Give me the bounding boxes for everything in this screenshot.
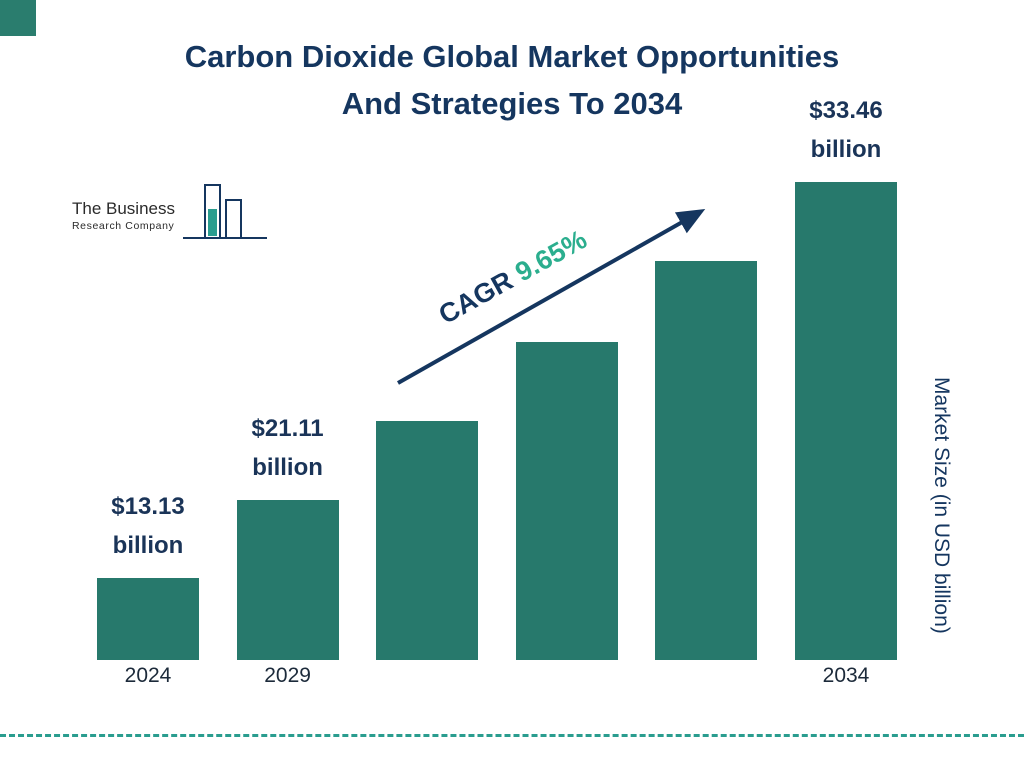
chart-title-line2: And Strategies To 2034 bbox=[341, 85, 683, 121]
bar-2029 bbox=[236, 500, 339, 660]
cagr-trend-arrow bbox=[397, 209, 706, 385]
corner-decoration bbox=[0, 0, 36, 36]
bar-interim-4 bbox=[655, 261, 758, 660]
y-axis-title: Market Size (in USD billion) bbox=[930, 376, 953, 634]
logo-name: The Business bbox=[72, 199, 175, 218]
value-label-2029: $21.11 billion bbox=[251, 415, 324, 482]
logo-bar-chart-icon bbox=[183, 184, 267, 239]
x-tick-2034: 2034 bbox=[822, 664, 870, 687]
x-tick-2024: 2024 bbox=[124, 664, 172, 687]
logo-text: The Business Research Company bbox=[72, 199, 175, 232]
chart-title-line1: Carbon Dioxide Global Market Opportuniti… bbox=[184, 39, 840, 74]
bar-interim-2 bbox=[376, 421, 479, 660]
bar-2024 bbox=[97, 578, 199, 660]
bottom-dashed-line bbox=[0, 734, 1024, 737]
value-label-2024: $13.13 billion bbox=[111, 493, 185, 560]
logo-subname: Research Company bbox=[72, 220, 175, 232]
value-label-2034: $33.46 billion bbox=[809, 97, 883, 164]
x-tick-2029: 2029 bbox=[264, 664, 311, 687]
bar-interim-3 bbox=[515, 342, 618, 660]
bar-2034 bbox=[795, 182, 897, 660]
chart-title: Carbon Dioxide Global Market Opportuniti… bbox=[0, 34, 1024, 127]
logo: The Business Research Company bbox=[72, 183, 269, 245]
